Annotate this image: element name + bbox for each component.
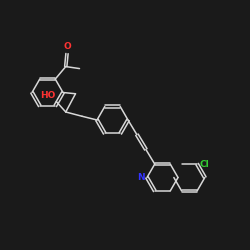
Text: O: O: [63, 42, 71, 50]
Text: HO: HO: [40, 90, 55, 100]
Text: N: N: [138, 173, 145, 182]
Text: Cl: Cl: [200, 160, 209, 168]
